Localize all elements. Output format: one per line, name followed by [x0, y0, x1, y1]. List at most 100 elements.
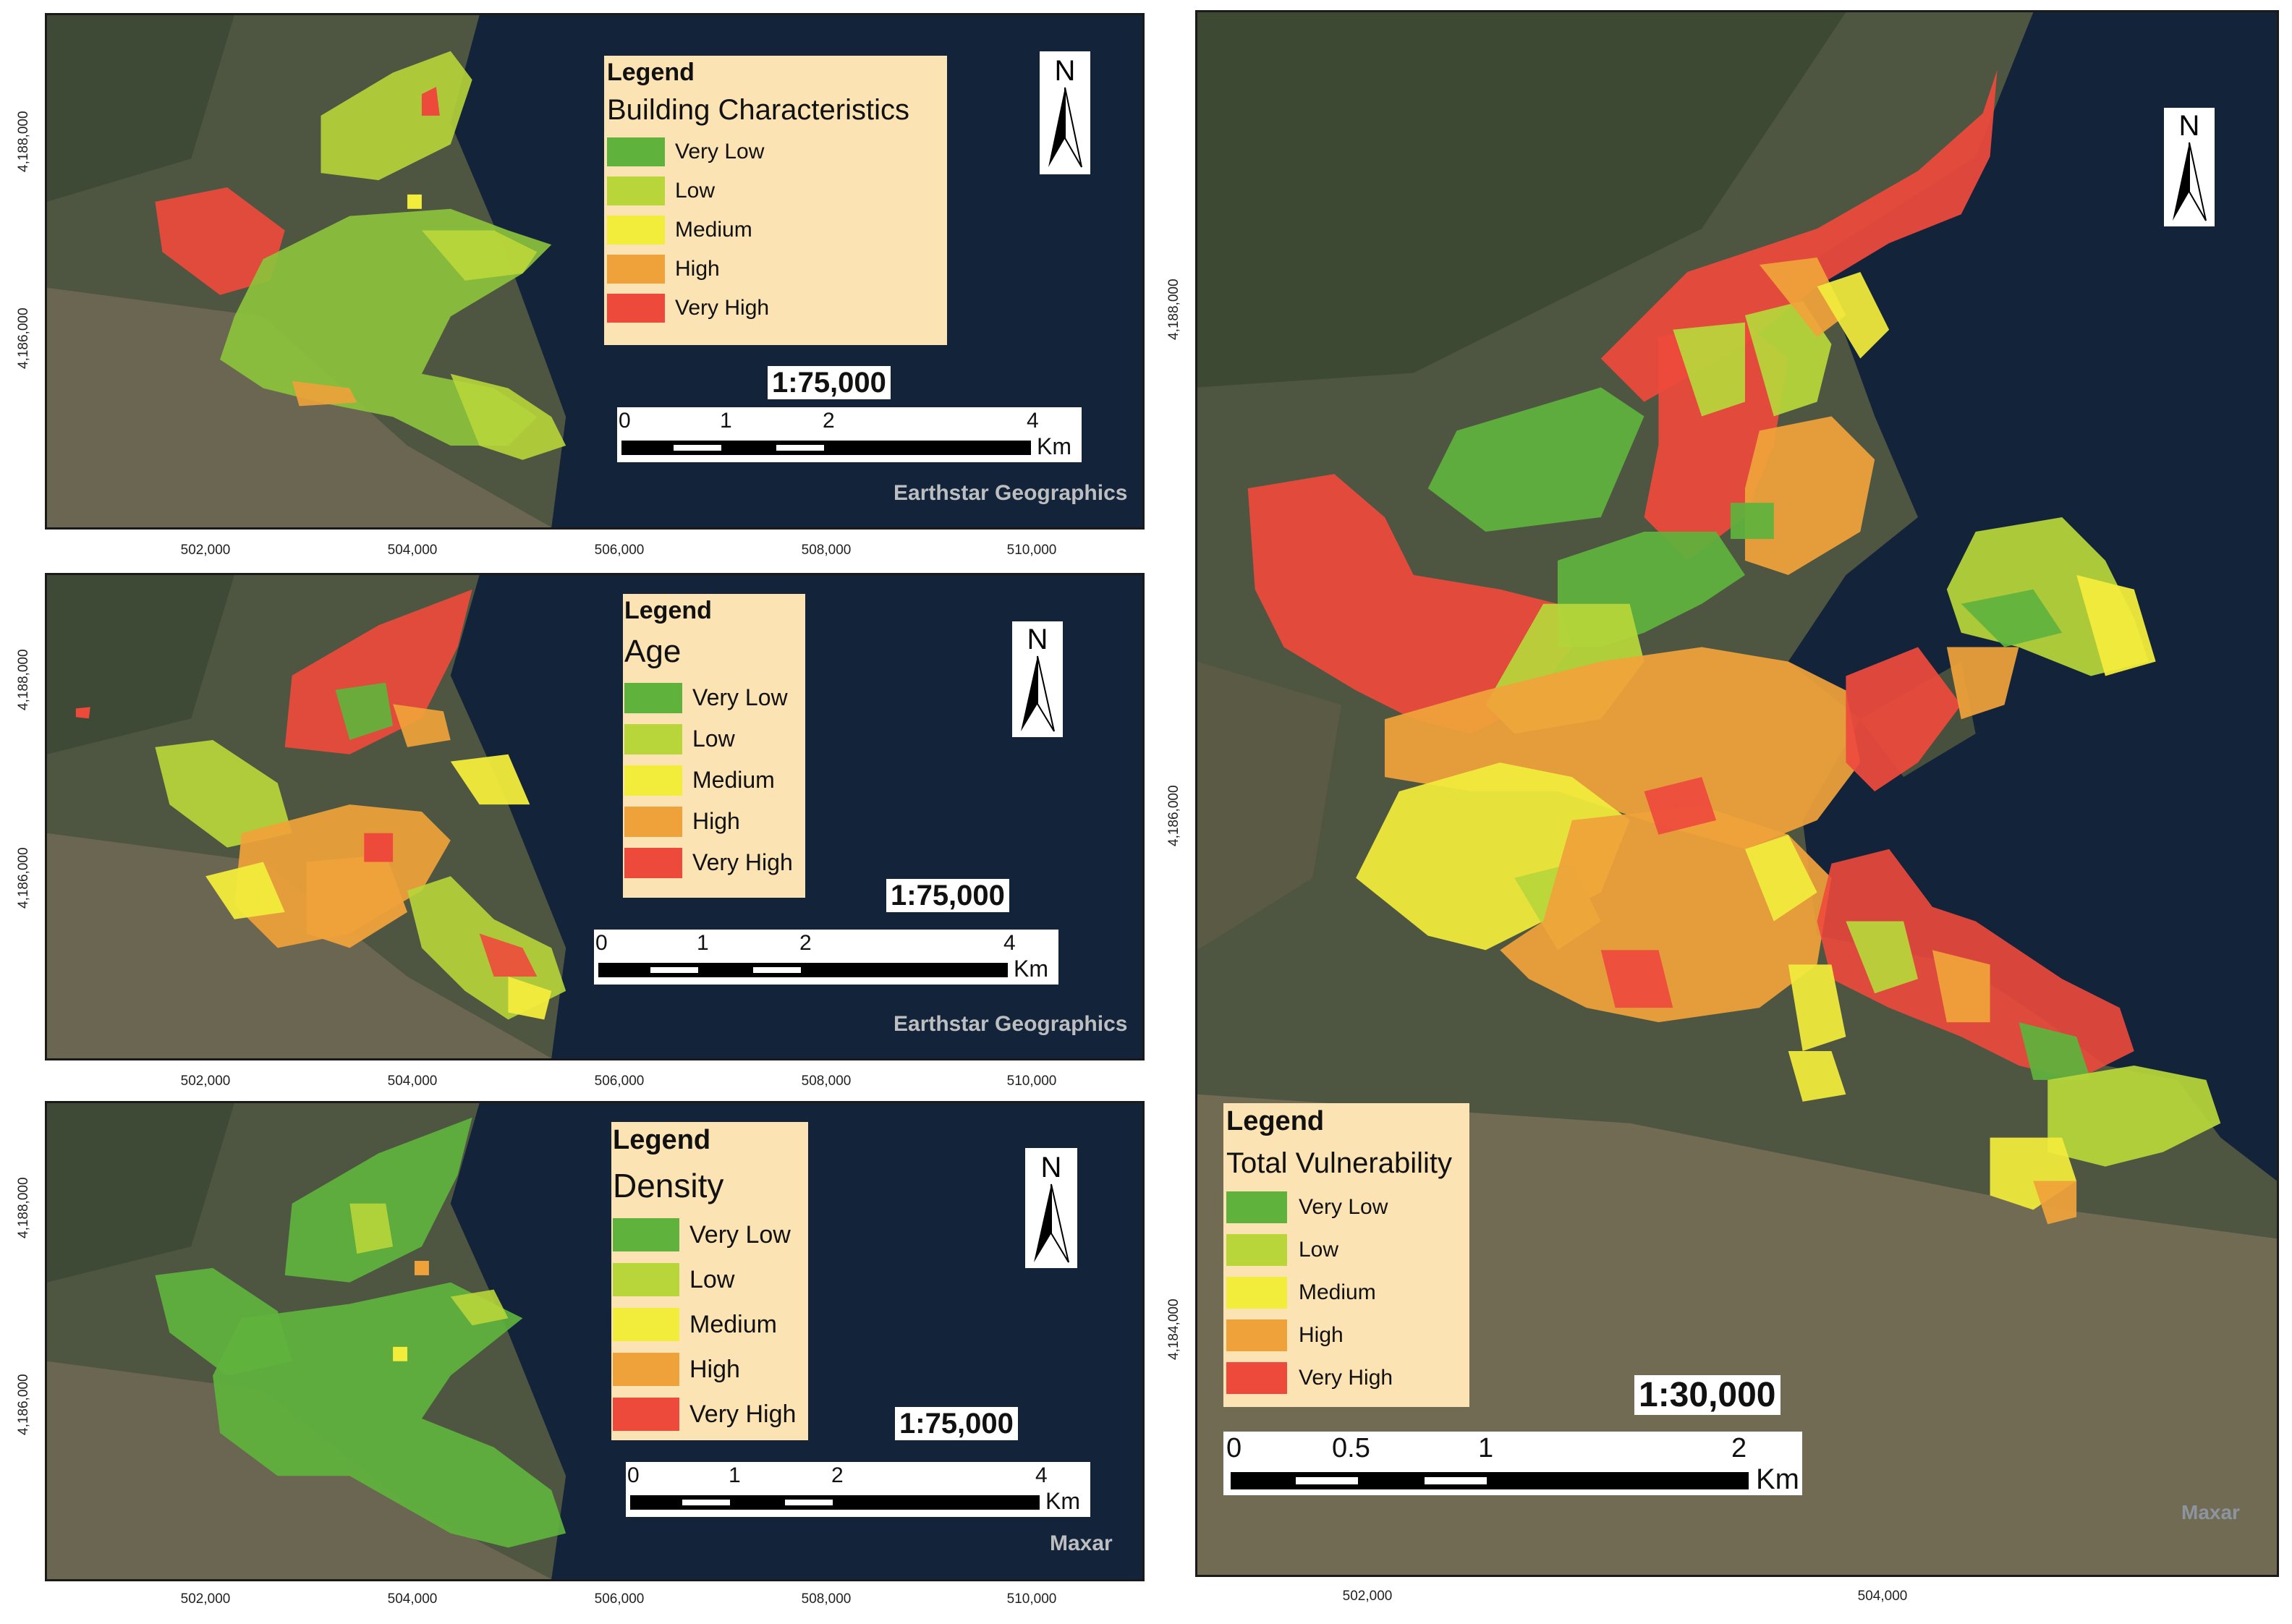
legend-label: Very Low	[689, 1220, 791, 1249]
legend-label: Medium	[692, 767, 775, 793]
svg-text:N: N	[1055, 55, 1076, 87]
legend-title: Legend	[1226, 1106, 1325, 1136]
map-panel-building-characteristics: Legend Building Characteristics Very Low…	[45, 13, 1145, 530]
legend-item-low: Low	[624, 718, 804, 760]
x-tick: 506,000	[594, 543, 645, 558]
legend-item-very-high: Very High	[613, 1392, 807, 1437]
legend-swatch	[607, 255, 665, 284]
x-tick: 508,000	[801, 1074, 852, 1089]
legend-swatch	[607, 137, 665, 166]
y-tick: 4,188,000	[1166, 279, 1181, 340]
x-tick: 510,000	[1006, 1591, 1057, 1607]
legend-label: Very High	[675, 296, 770, 320]
legend-swatch	[613, 1353, 679, 1386]
legend-label: Very Low	[1299, 1194, 1388, 1219]
legend-title: Legend	[624, 597, 712, 624]
legend-swatch	[1226, 1191, 1287, 1223]
north-arrow-icon: N	[1012, 621, 1063, 737]
scale-bar-segment	[785, 1500, 833, 1505]
scale-tick: 1	[1478, 1433, 1494, 1463]
legend-subtitle: Total Vulnerability	[1226, 1147, 1453, 1179]
legend-item-high: High	[624, 801, 804, 842]
legend-item-medium: Medium	[1226, 1271, 1468, 1314]
north-arrow-icon: N	[1040, 51, 1090, 174]
imagery-credit: Maxar	[2181, 1501, 2240, 1523]
x-tick: 502,000	[180, 1591, 231, 1607]
scale-bar: 0 1 2 4 Km	[626, 1462, 1090, 1517]
legend-subtitle: Density	[613, 1167, 724, 1204]
legend-subtitle: Age	[624, 634, 682, 669]
scale-bar: 0 0.5 1 2 Km	[1223, 1432, 1802, 1495]
scale-bar: 0 1 2 4 Km	[594, 930, 1058, 985]
svg-text:N: N	[1027, 624, 1048, 655]
scale-tick: 1	[729, 1463, 741, 1487]
legend-label: Medium	[689, 1310, 777, 1338]
x-tick: 506,000	[594, 1591, 645, 1607]
legend-label: Medium	[675, 218, 752, 242]
legend-label: Low	[692, 726, 735, 752]
x-tick: 504,000	[387, 1591, 438, 1607]
legend-label: Low	[675, 179, 716, 203]
x-tick: 502,000	[180, 543, 231, 558]
scale-unit: Km	[1045, 1488, 1080, 1514]
imagery-credit: Earthstar Geographics	[894, 1012, 1128, 1036]
north-arrow-icon: N	[2164, 108, 2215, 226]
scale-tick: 2	[831, 1463, 844, 1487]
scale-tick: 0	[627, 1463, 640, 1487]
north-arrow-icon: N	[1025, 1148, 1077, 1268]
legend-item-very-low: Very Low	[613, 1212, 807, 1257]
legend-swatch	[613, 1308, 679, 1341]
scale-tick: 2	[1731, 1433, 1747, 1463]
legend: Legend Age Very Low Low Medium High Very…	[623, 594, 805, 898]
x-tick: 510,000	[1006, 1074, 1057, 1089]
svg-text:N: N	[1041, 1152, 1062, 1183]
legend-item-very-high: Very High	[1226, 1356, 1468, 1399]
map-panel-density: Legend Density Very Low Low Medium High …	[45, 1101, 1145, 1581]
legend-label: Low	[1299, 1237, 1339, 1262]
legend-item-high: High	[607, 250, 946, 289]
legend-label: Very High	[689, 1400, 797, 1428]
scale-tick: 0	[1226, 1433, 1242, 1463]
scale-bar-segment	[1425, 1477, 1487, 1484]
legend-swatch	[613, 1263, 679, 1296]
legend-label: Very High	[1299, 1365, 1393, 1390]
imagery-credit: Maxar	[1050, 1531, 1113, 1555]
legend-swatch	[607, 294, 665, 323]
scale-tick: 1	[720, 409, 732, 433]
x-tick: 504,000	[387, 543, 438, 558]
scale-unit: Km	[1037, 433, 1071, 459]
scale-bar-segment	[1296, 1477, 1358, 1484]
x-tick: 508,000	[801, 1591, 852, 1607]
legend-swatch	[613, 1218, 679, 1251]
scale-tick: 0.5	[1332, 1433, 1370, 1463]
legend-title: Legend	[613, 1125, 711, 1155]
legend-label: Very High	[692, 849, 793, 875]
scale-bar: 0 1 2 4 Km	[617, 407, 1082, 462]
scale-bar-line	[630, 1495, 1040, 1510]
scale-tick: 4	[1027, 409, 1039, 433]
legend-item-very-low: Very Low	[607, 132, 946, 171]
scale-bar-segment	[674, 445, 721, 451]
scale-unit: Km	[1014, 956, 1048, 982]
scale-tick: 2	[823, 409, 835, 433]
legend-item-medium: Medium	[624, 760, 804, 801]
legend-swatch	[624, 765, 682, 796]
x-tick: 508,000	[801, 543, 852, 558]
map-imagery	[47, 575, 1142, 1058]
scale-bar-segment	[650, 967, 698, 973]
legend-label: Very Low	[692, 684, 788, 710]
legend-swatch	[624, 806, 682, 837]
legend-swatch	[607, 177, 665, 205]
legend-swatch	[1226, 1233, 1287, 1266]
legend-swatch	[607, 216, 665, 245]
scale-tick: 1	[697, 931, 709, 955]
y-tick: 4,186,000	[1166, 785, 1181, 846]
legend: Legend Density Very Low Low Medium High …	[611, 1122, 808, 1440]
legend-label: Very Low	[675, 140, 765, 163]
legend: Legend Total Vulnerability Very Low Low …	[1223, 1103, 1469, 1407]
svg-text:N: N	[2179, 110, 2200, 142]
legend-swatch	[1226, 1361, 1287, 1394]
y-tick: 4,188,000	[16, 649, 31, 710]
scale-bar-segment	[776, 445, 824, 451]
scale-bar-segment	[682, 1500, 730, 1505]
